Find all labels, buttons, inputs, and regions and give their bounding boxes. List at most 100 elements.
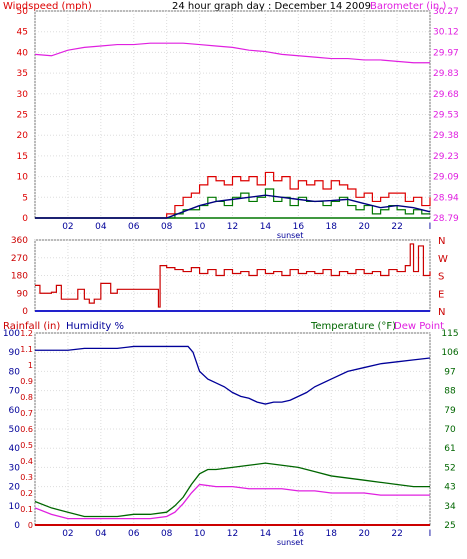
climate-x-tick-label: 04 — [95, 529, 107, 539]
gust-line — [35, 171, 431, 219]
barometer-y-tick-label: 30.27 — [433, 7, 459, 17]
wind-x-tick-label: 04 — [95, 222, 107, 232]
climate-x-tick-label: 18 — [326, 529, 338, 539]
humidity-y-tick-label: 20 — [9, 483, 21, 493]
rain-y-tick-label: 1 — [28, 361, 33, 370]
barometer-line — [34, 42, 430, 64]
avg-wind-line — [35, 194, 431, 219]
barometer-y-tick-label: 29.68 — [433, 90, 459, 100]
barometer-y-tick-label: 28.94 — [433, 193, 459, 203]
humidity-y-tick-label: 50 — [9, 425, 21, 435]
rainfall-axis-label: Rainfall (in) — [3, 321, 61, 332]
humidity-y-tick-label: 90 — [9, 348, 21, 358]
temperature-y-tick-label: 79 — [444, 406, 456, 416]
climate-x-tick-label: 16 — [293, 529, 305, 539]
climate-x-tick-label: 10 — [194, 529, 206, 539]
barometer-y-tick-label: 28.79 — [433, 214, 459, 224]
temperature-y-tick-label: 61 — [444, 444, 455, 454]
temperature-y-tick-label: 70 — [444, 425, 456, 435]
wind-x-tick-label: 22 — [391, 222, 402, 232]
climate-x-tick-label: I — [429, 529, 432, 539]
barometer-y-tick-label: 29.38 — [433, 131, 459, 141]
graph-title: 24 hour graph day : December 14 2009 — [172, 1, 371, 12]
dewpoint-axis-label: Dew Point — [394, 321, 445, 332]
temperature-y-tick-label: 106 — [441, 348, 458, 358]
climate-x-tick-label: 06 — [128, 529, 140, 539]
climate-x-tick-label: 20 — [358, 529, 370, 539]
wind-y-tick-label: 20 — [17, 131, 29, 141]
humidity-y-tick-label: 60 — [9, 406, 21, 416]
wind-y-tick-label: 40 — [17, 48, 29, 58]
direction-compass-label: W — [438, 254, 448, 265]
rain-y-tick-label: 0 — [28, 521, 33, 530]
wind-y-tick-label: 15 — [17, 152, 28, 162]
temperature-y-tick-label: 34 — [444, 502, 456, 512]
barometer-y-tick-label: 29.97 — [433, 48, 459, 58]
temperature-y-tick-label: 25 — [444, 521, 455, 531]
direction-y-tick-label: 360 — [11, 236, 28, 246]
wind-x-tick-label: 18 — [326, 222, 338, 232]
rain-y-tick-label: 0.2 — [20, 489, 33, 498]
wind-y-tick-label: 50 — [17, 7, 29, 17]
panel-frame-1 — [34, 10, 431, 219]
wind-x-tick-label: 06 — [128, 222, 140, 232]
wind-y-tick-label: 45 — [17, 28, 28, 38]
climate-x-tick-label: 12 — [227, 529, 238, 539]
barometer-y-tick-label: 30.12 — [433, 28, 459, 38]
temperature-line — [34, 462, 430, 518]
wind-y-tick-label: 35 — [17, 69, 28, 79]
dewpoint-line — [34, 483, 430, 520]
temperature-y-tick-label: 115 — [441, 329, 458, 339]
climate-sunset-label: sunset — [277, 538, 304, 547]
direction-y-tick-label: 270 — [11, 254, 28, 264]
humidity-axis-label: Humidity % — [66, 321, 125, 332]
wind-x-tick-label: 20 — [358, 222, 370, 232]
direction-compass-label: N — [438, 307, 445, 318]
humidity-y-tick-label: 30 — [9, 463, 21, 473]
direction-y-tick-label: 0 — [22, 307, 28, 317]
wind-x-tick-label: 10 — [194, 222, 206, 232]
rain-y-tick-label: 1.2 — [20, 329, 33, 338]
wind-x-tick-label: I — [429, 222, 432, 232]
wind-y-tick-label: 10 — [17, 173, 29, 183]
temperature-y-tick-label: 97 — [444, 367, 455, 377]
humidity-y-tick-label: 80 — [9, 367, 21, 377]
rain-y-tick-label: 0.7 — [20, 409, 33, 418]
climate-x-tick-label: 22 — [391, 529, 402, 539]
climate-x-tick-label: 14 — [260, 529, 272, 539]
windspeed-axis-label: Windspeed (mph) — [3, 1, 92, 12]
climate-x-tick-label: 08 — [161, 529, 173, 539]
humidity-y-tick-label: 100 — [3, 329, 20, 339]
humidity-y-tick-label: 10 — [9, 502, 21, 512]
direction-compass-label: E — [438, 289, 444, 300]
wind-x-tick-label: 16 — [293, 222, 305, 232]
rain-y-tick-label: 1.1 — [20, 345, 33, 354]
rain-y-tick-label: 0.1 — [20, 505, 33, 514]
humidity-line — [35, 345, 431, 405]
wind-x-tick-label: 08 — [161, 222, 173, 232]
temperature-axis-label: Temperature (°F) — [311, 321, 397, 332]
wind-y-tick-label: 0 — [22, 214, 28, 224]
temperature-y-tick-label: 52 — [444, 463, 455, 473]
direction-line — [35, 243, 431, 308]
wind-x-tick-label: 02 — [62, 222, 73, 232]
barometer-y-tick-label: 29.09 — [433, 173, 459, 183]
rain-y-tick-label: 0.5 — [20, 441, 33, 450]
humidity-y-tick-label: 40 — [9, 444, 21, 454]
direction-y-tick-label: 90 — [17, 289, 29, 299]
rain-y-tick-label: 0.6 — [20, 425, 33, 434]
rain-y-tick-label: 0.8 — [20, 393, 33, 402]
wind-x-tick-label: 12 — [227, 222, 238, 232]
humidity-y-tick-label: 70 — [9, 387, 21, 397]
direction-compass-label: N — [438, 236, 445, 247]
temperature-y-tick-label: 43 — [444, 483, 455, 493]
wind-x-tick-label: 14 — [260, 222, 272, 232]
barometer-y-tick-label: 29.53 — [433, 111, 459, 121]
rain-y-tick-label: 0.4 — [20, 457, 33, 466]
climate-x-tick-label: 02 — [62, 529, 73, 539]
rain-y-tick-label: 0.3 — [20, 473, 33, 482]
wind-y-tick-label: 5 — [22, 193, 28, 203]
wind-y-tick-label: 30 — [17, 90, 29, 100]
